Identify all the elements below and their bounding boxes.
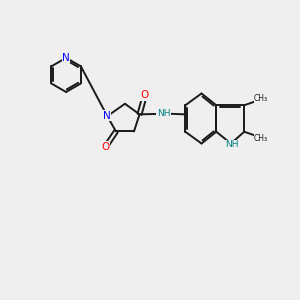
- Text: O: O: [101, 142, 110, 152]
- Text: CH₃: CH₃: [254, 94, 268, 103]
- Text: CH₃: CH₃: [254, 134, 268, 143]
- Text: NH: NH: [157, 109, 170, 118]
- Text: NH: NH: [225, 140, 238, 149]
- Text: N: N: [103, 110, 111, 121]
- Text: N: N: [62, 53, 70, 63]
- Text: O: O: [141, 90, 149, 100]
